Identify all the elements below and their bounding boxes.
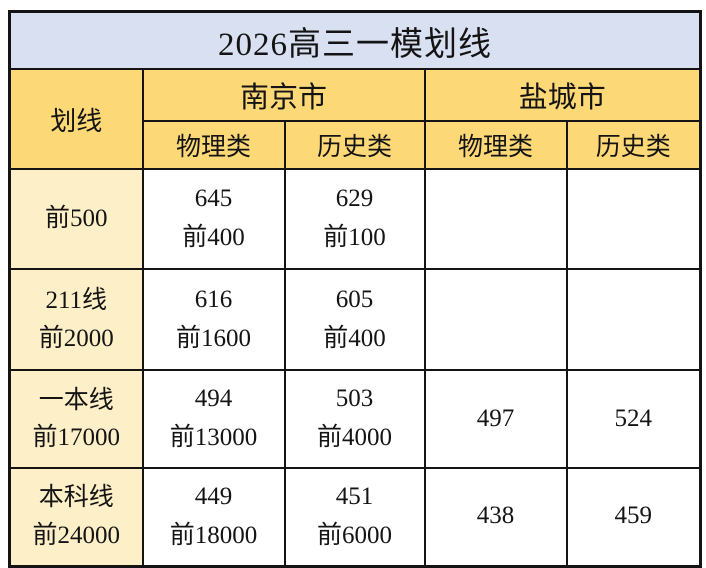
- score-value: 524: [614, 404, 653, 432]
- table-title: 2026高三一模划线: [8, 10, 702, 70]
- score-cell: [423, 168, 568, 270]
- score-cell: 503 前4000: [283, 369, 426, 469]
- city-header-yancheng: 盐城市: [423, 68, 702, 122]
- score-value: 438: [476, 502, 515, 530]
- score-cell: [565, 168, 702, 270]
- rank-value: 前13000: [169, 424, 258, 451]
- rank-value: 前6000: [316, 521, 392, 549]
- row-label: 本科线 前24000: [8, 467, 144, 567]
- score-value: 629: [335, 185, 374, 213]
- row-label: 211线 前2000: [8, 268, 144, 371]
- score-cell: 451 前6000: [283, 467, 426, 567]
- score-value: 645: [194, 185, 233, 213]
- score-cell: 605 前400: [283, 268, 426, 371]
- table-row-211line: 211线 前2000 616 前1600 605 前400: [8, 268, 702, 371]
- score-cell: 629 前100: [283, 168, 426, 270]
- row-label-line1: 一本线: [38, 386, 114, 414]
- score-cell: 497: [423, 369, 568, 469]
- score-cell: 494 前13000: [141, 369, 286, 469]
- type-header-nanjing-history: 历史类: [283, 120, 426, 170]
- score-cell: 449 前18000: [141, 467, 286, 567]
- row-label-line1: 本科线: [38, 484, 114, 512]
- rank-value: 前18000: [169, 521, 258, 549]
- score-cell: 459: [565, 467, 702, 567]
- score-value: 494: [194, 385, 233, 413]
- row-label-line2: 前2000: [38, 324, 114, 352]
- score-cell: 524: [565, 369, 702, 469]
- table-row-benke-line: 本科线 前24000 449 前18000 451 前6000 438 459: [8, 467, 702, 567]
- score-cell: 616 前1600: [141, 268, 286, 371]
- row-label-line1: 211线: [45, 287, 108, 314]
- score-cell: 645 前400: [141, 168, 286, 270]
- table-row-top500: 前500 645 前400 629 前100: [8, 168, 702, 270]
- corner-header-huaxian: 划线: [8, 68, 144, 170]
- type-header-yancheng-history: 历史类: [565, 120, 702, 170]
- score-value: 451: [335, 483, 374, 510]
- score-cell: 438: [423, 467, 568, 567]
- rank-value: 前400: [182, 224, 245, 251]
- rank-value: 前400: [323, 324, 386, 352]
- score-value: 449: [194, 483, 233, 510]
- city-header-row: 划线 南京市 盐城市: [8, 68, 702, 170]
- row-label: 前500: [8, 168, 144, 270]
- title-row: 2026高三一模划线: [8, 10, 702, 70]
- row-label-line2: 前24000: [32, 521, 120, 549]
- row-label: 一本线 前17000: [8, 369, 144, 469]
- rank-value: 前4000: [316, 424, 392, 451]
- row-label-line1: 前500: [44, 205, 108, 233]
- type-header-yancheng-physics: 物理类: [423, 120, 568, 170]
- city-header-nanjing: 南京市: [141, 68, 426, 122]
- cutoff-score-table: 2026高三一模划线 划线 南京市 盐城市 物理类 历史类 物理类 历史类 前5…: [8, 10, 703, 568]
- score-value: 605: [335, 285, 374, 313]
- score-cell: [423, 268, 568, 371]
- row-label-line2: 前17000: [32, 424, 120, 451]
- rank-value: 前1600: [175, 324, 251, 352]
- score-value: 459: [614, 502, 653, 530]
- table-row-yiben-line: 一本线 前17000 494 前13000 503 前4000 497 524: [8, 369, 702, 469]
- type-header-nanjing-physics: 物理类: [141, 120, 286, 170]
- score-value: 497: [476, 404, 515, 432]
- type-header-row: 物理类 历史类 物理类 历史类: [10, 120, 702, 170]
- cutoff-table: 2026高三一模划线 划线 南京市 盐城市 物理类 历史类 物理类 历史类 前5…: [8, 10, 703, 568]
- score-cell: [565, 268, 702, 371]
- score-value: 616: [194, 285, 233, 313]
- rank-value: 前100: [323, 224, 386, 251]
- score-value: 503: [335, 385, 374, 413]
